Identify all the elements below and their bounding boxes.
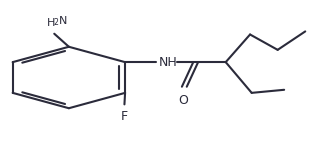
Text: O: O (178, 94, 188, 107)
Text: NH: NH (159, 56, 178, 69)
Text: F: F (121, 110, 128, 123)
Text: H: H (47, 18, 55, 28)
Text: $_2$N: $_2$N (52, 15, 67, 28)
